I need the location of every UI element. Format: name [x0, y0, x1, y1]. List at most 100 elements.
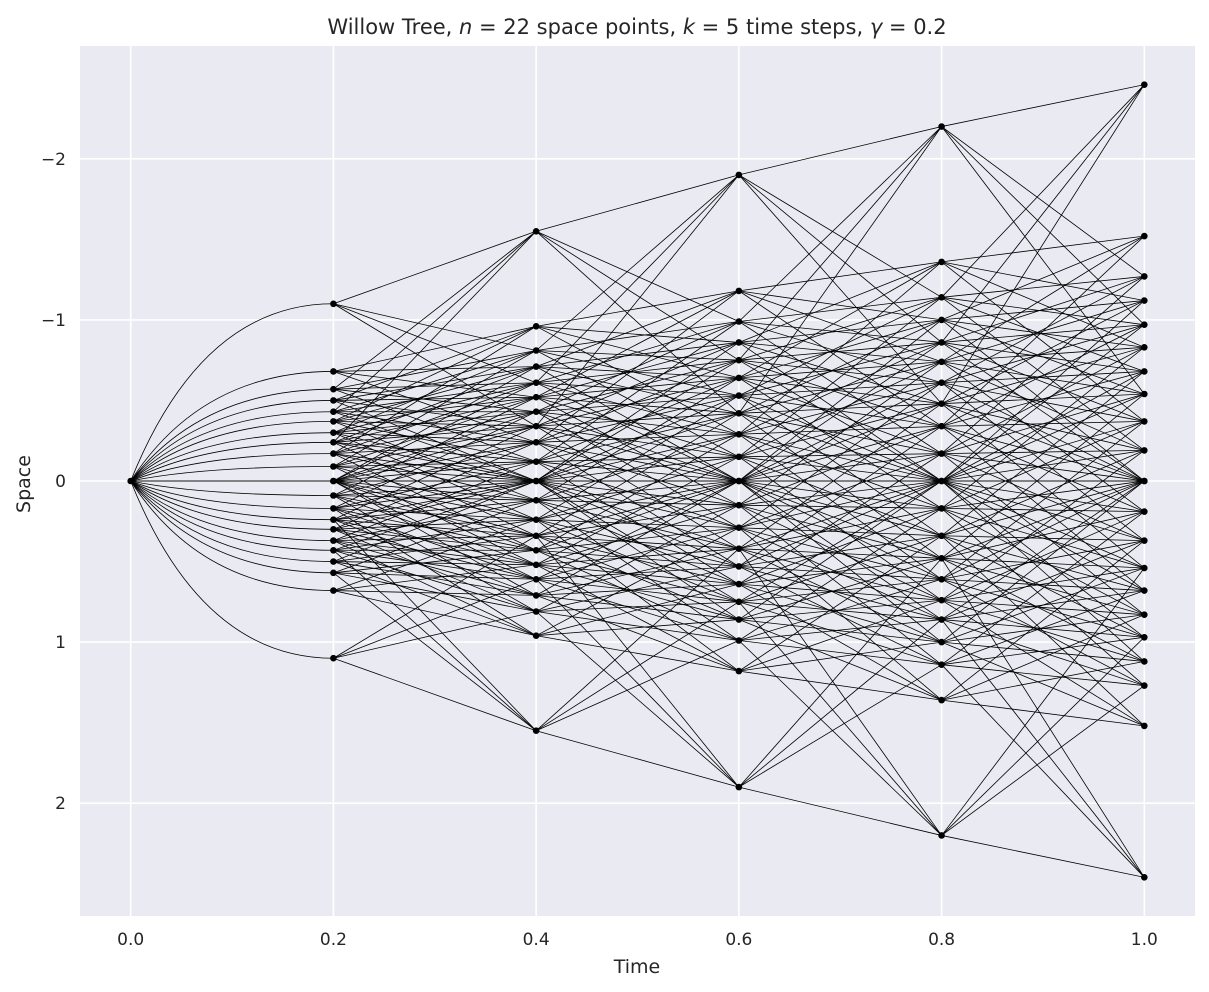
tree-edge — [941, 421, 1145, 482]
tree-edge — [941, 511, 1145, 559]
tree-edge — [536, 565, 739, 580]
tree-edge — [941, 393, 1145, 454]
tree-edge — [333, 396, 537, 443]
tree-node — [938, 661, 945, 668]
tree-node — [330, 546, 337, 554]
tree-edge — [333, 528, 537, 580]
tree-edge — [941, 235, 1145, 263]
tree-edge — [333, 411, 537, 455]
tree-edge — [333, 561, 537, 596]
tree-node — [532, 477, 540, 485]
tree-edge — [535, 321, 740, 462]
tree-edge — [536, 578, 739, 603]
tree-edge — [535, 174, 740, 427]
tree-edge — [738, 425, 942, 506]
tree-edge — [738, 601, 942, 666]
tree-edge — [941, 599, 1145, 727]
tree-edge — [536, 499, 739, 550]
tree-edge — [535, 395, 740, 482]
tree-edge — [536, 377, 739, 427]
tree-edge — [536, 174, 739, 232]
y-tick-label: 0 — [55, 472, 66, 492]
tree-edge — [130, 480, 334, 562]
tree-edge — [738, 640, 942, 836]
tree-edge — [941, 661, 1145, 701]
tree-node — [735, 637, 743, 644]
chart-title: Willow Tree, n = 22 space points, k = 5 … — [327, 15, 946, 39]
tree-edge — [738, 126, 942, 176]
tree-edge — [738, 583, 942, 601]
tree-edge — [535, 174, 740, 351]
tree-edge — [738, 480, 942, 643]
tree-edge — [536, 548, 739, 566]
tree-edge — [535, 290, 740, 367]
tree-edge — [941, 450, 1145, 537]
tree-edge — [738, 601, 942, 836]
tree-edge — [738, 126, 942, 322]
tree-node — [1141, 508, 1148, 515]
tree-edge — [941, 126, 1145, 277]
tree-edge — [738, 290, 942, 427]
tree-edge — [535, 230, 740, 414]
tree-node — [1141, 232, 1148, 240]
tree-edge — [941, 275, 1145, 298]
tree-node — [735, 598, 743, 606]
tree-node — [735, 453, 743, 461]
tree-edge — [941, 507, 1145, 513]
tree-edge — [535, 500, 740, 641]
tree-node — [330, 397, 337, 404]
tree-edge — [536, 425, 739, 458]
tree-node — [532, 632, 540, 639]
tree-edge — [333, 535, 537, 659]
tree-edge — [536, 480, 739, 529]
x-tick-label: 0.8 — [928, 930, 955, 950]
tree-node — [938, 832, 945, 839]
tree-edge — [738, 403, 942, 458]
tree-edge — [536, 342, 739, 368]
tree-edge — [738, 535, 942, 672]
tree-edge — [333, 432, 537, 482]
tree-node — [532, 323, 540, 330]
tree-edge — [941, 342, 1145, 482]
tree-node — [532, 497, 540, 504]
tree-edge — [738, 480, 942, 620]
tree-edge — [941, 567, 1145, 643]
tree-edge — [738, 507, 942, 550]
tree-edge — [941, 578, 1145, 591]
tree-edge — [941, 480, 1145, 541]
tree-edge — [535, 290, 740, 443]
tree-node — [532, 393, 540, 401]
tree-edge — [333, 572, 537, 732]
tree-edge — [738, 578, 942, 603]
tree-node — [1141, 633, 1148, 641]
tree-edge — [333, 366, 537, 372]
tree-edge — [738, 377, 942, 509]
tree-edge — [333, 425, 537, 482]
tree-edge — [333, 519, 537, 596]
tree-node — [938, 616, 945, 623]
tree-edge — [738, 261, 942, 435]
tree-node — [1141, 321, 1148, 329]
tree-node — [532, 439, 540, 446]
title-var-k: k — [683, 15, 696, 39]
tree-edge — [738, 342, 942, 363]
tree-edge — [941, 276, 1145, 384]
tree-edge — [536, 412, 739, 463]
tree-edge — [941, 636, 1145, 666]
tree-edge — [738, 566, 942, 620]
tree-node — [938, 555, 945, 562]
tree-edge — [941, 371, 1145, 384]
tree-edge — [535, 425, 740, 550]
tree-edge — [738, 599, 942, 672]
tree-edge — [333, 425, 537, 443]
tree-edge — [130, 411, 334, 482]
tree-edge — [738, 480, 942, 529]
tree-edge — [738, 359, 942, 482]
tree-edge — [536, 519, 739, 529]
tree-edge — [536, 594, 739, 620]
tree-edge — [535, 174, 740, 384]
tree-node — [330, 587, 337, 594]
tree-edge — [333, 366, 537, 482]
tree-edge — [333, 366, 537, 422]
tree-edge — [941, 540, 1145, 701]
